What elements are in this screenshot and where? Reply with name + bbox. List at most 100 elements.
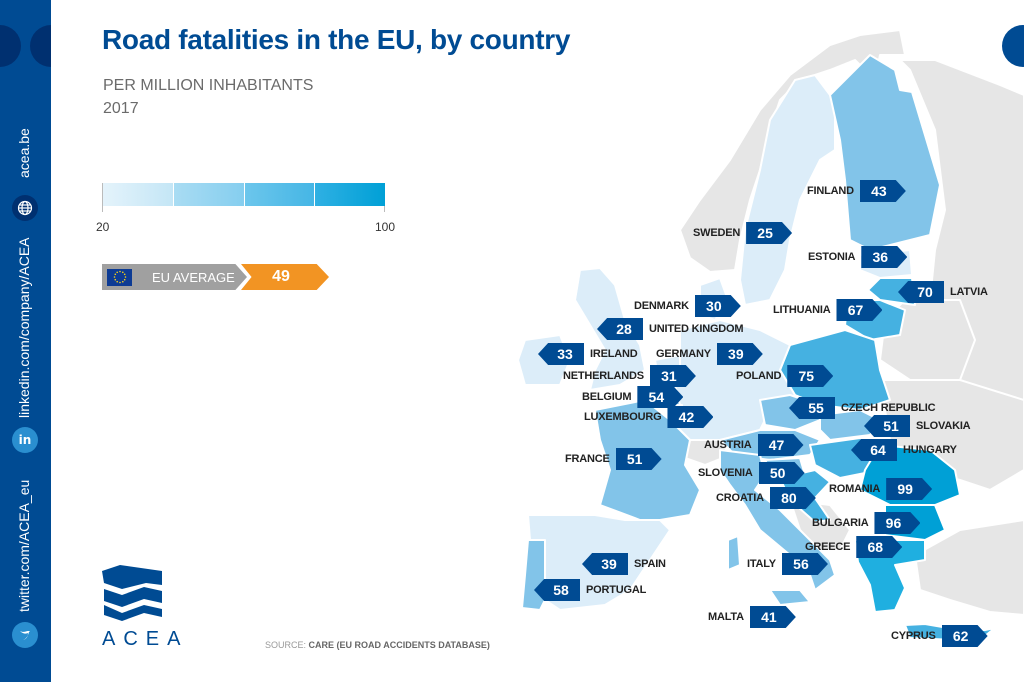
country-value-badge: 58 bbox=[534, 579, 580, 601]
country-name: DENMARK bbox=[634, 300, 689, 312]
country-value-badge: 39 bbox=[582, 553, 628, 575]
country-value-badge: 70 bbox=[898, 281, 944, 303]
decorative-dot bbox=[0, 25, 21, 67]
country-marker-italy[interactable]: ITALY 56 bbox=[747, 553, 828, 575]
country-value-badge: 51 bbox=[615, 448, 662, 470]
country-value-badge: 30 bbox=[694, 295, 741, 317]
country-value-badge: 96 bbox=[874, 512, 921, 534]
country-marker-poland[interactable]: POLAND 75 bbox=[736, 365, 834, 387]
country-marker-latvia[interactable]: 70 LATVIA bbox=[898, 281, 988, 303]
country-marker-united-kingdom[interactable]: 28 UNITED KINGDOM bbox=[597, 318, 744, 340]
color-scale-legend bbox=[102, 183, 385, 206]
twitter-link[interactable]: twitter.com/ACEA_eu bbox=[16, 479, 32, 612]
map-slovakia bbox=[819, 409, 881, 441]
country-name: AUSTRIA bbox=[704, 439, 752, 451]
map-greece bbox=[854, 539, 926, 613]
country-marker-lithuania[interactable]: LITHUANIA 67 bbox=[773, 299, 883, 321]
eu-average: EU AVERAGE 49 bbox=[102, 264, 329, 290]
legend-tick bbox=[102, 206, 103, 212]
country-marker-slovenia[interactable]: SLOVENIA 50 bbox=[698, 462, 805, 484]
country-marker-slovakia[interactable]: 51 SLOVAKIA bbox=[864, 415, 971, 437]
country-name: FINLAND bbox=[807, 185, 854, 197]
country-name: CROATIA bbox=[716, 492, 764, 504]
country-name: HUNGARY bbox=[903, 444, 957, 456]
country-name: ESTONIA bbox=[808, 251, 856, 263]
linkedin-icon[interactable]: in bbox=[12, 427, 38, 453]
country-marker-finland[interactable]: FINLAND 43 bbox=[807, 180, 906, 202]
country-marker-sweden[interactable]: SWEDEN 25 bbox=[693, 222, 793, 244]
eu-flag-icon bbox=[107, 268, 132, 286]
country-marker-hungary[interactable]: 64 HUNGARY bbox=[851, 439, 957, 461]
country-value-badge: 67 bbox=[836, 299, 883, 321]
country-marker-luxembourg[interactable]: LUXEMBOURG 42 bbox=[584, 406, 714, 428]
eu-average-value: 49 bbox=[272, 268, 290, 285]
country-name: ITALY bbox=[747, 558, 776, 570]
country-name: CYPRUS bbox=[891, 630, 936, 642]
country-value-badge: 51 bbox=[864, 415, 910, 437]
legend-segment bbox=[103, 183, 173, 206]
country-marker-portugal[interactable]: 58 PORTUGAL bbox=[534, 579, 646, 601]
country-name: GREECE bbox=[805, 541, 851, 553]
country-name: MALTA bbox=[708, 611, 744, 623]
eu-average-value-box: 49 bbox=[241, 264, 329, 290]
country-marker-estonia[interactable]: ESTONIA 36 bbox=[808, 246, 908, 268]
twitter-icon[interactable] bbox=[12, 622, 38, 648]
sidebar: acea.be linkedin.com/company/ACEA in twi… bbox=[0, 0, 51, 682]
country-marker-greece[interactable]: GREECE 68 bbox=[805, 536, 903, 558]
country-name: SPAIN bbox=[634, 558, 666, 570]
linkedin-link[interactable]: linkedin.com/company/ACEA bbox=[16, 237, 32, 418]
country-value-badge: 47 bbox=[757, 434, 804, 456]
country-marker-czech-republic[interactable]: 55 CZECH REPUBLIC bbox=[789, 397, 936, 419]
country-marker-france[interactable]: FRANCE 51 bbox=[565, 448, 662, 470]
country-name: SWEDEN bbox=[693, 227, 741, 239]
country-value-badge: 54 bbox=[637, 386, 684, 408]
country-name: BULGARIA bbox=[812, 517, 869, 529]
country-name: PORTUGAL bbox=[586, 584, 647, 596]
legend-max-label: 100 bbox=[375, 220, 396, 234]
country-value-badge: 25 bbox=[746, 222, 793, 244]
decorative-dot bbox=[30, 25, 51, 67]
page-title: Road fatalities in the EU, by country bbox=[102, 24, 571, 55]
country-value-badge: 50 bbox=[758, 462, 805, 484]
website-link[interactable]: acea.be bbox=[16, 128, 32, 178]
map-finland bbox=[829, 54, 941, 251]
country-marker-malta[interactable]: MALTA 41 bbox=[708, 606, 796, 628]
country-marker-romania[interactable]: ROMANIA 99 bbox=[829, 478, 933, 500]
country-value-badge: 36 bbox=[861, 246, 908, 268]
country-marker-cyprus[interactable]: CYPRUS 62 bbox=[891, 625, 988, 647]
country-name: CZECH REPUBLIC bbox=[841, 402, 936, 414]
country-value-badge: 80 bbox=[769, 487, 816, 509]
legend-segment bbox=[315, 183, 385, 206]
country-marker-denmark[interactable]: DENMARK 30 bbox=[634, 295, 741, 317]
legend-segment bbox=[244, 183, 315, 206]
subtitle: PER MILLION INHABITANTS bbox=[103, 77, 314, 94]
source-prefix: SOURCE: bbox=[265, 640, 307, 650]
country-value-badge: 43 bbox=[859, 180, 906, 202]
country-value-badge: 33 bbox=[538, 343, 584, 365]
country-name: SLOVAKIA bbox=[916, 420, 971, 432]
country-marker-bulgaria[interactable]: BULGARIA 96 bbox=[812, 512, 921, 534]
country-value-badge: 56 bbox=[781, 553, 828, 575]
map-sardinia bbox=[727, 535, 741, 571]
country-name: LUXEMBOURG bbox=[584, 411, 662, 423]
country-marker-ireland[interactable]: 33 IRELAND bbox=[538, 343, 638, 365]
country-value-badge: 64 bbox=[851, 439, 897, 461]
country-value-badge: 55 bbox=[789, 397, 835, 419]
country-name: LATVIA bbox=[950, 286, 988, 298]
country-name: SLOVENIA bbox=[698, 467, 753, 479]
legend-tick bbox=[384, 206, 385, 212]
acea-logo-icon bbox=[102, 565, 162, 621]
map-sicily bbox=[769, 589, 811, 606]
country-marker-germany[interactable]: GERMANY 39 bbox=[656, 343, 763, 365]
globe-icon[interactable] bbox=[12, 195, 38, 221]
country-marker-croatia[interactable]: CROATIA 80 bbox=[716, 487, 816, 509]
country-marker-spain[interactable]: 39 SPAIN bbox=[582, 553, 666, 575]
country-marker-netherlands[interactable]: NETHERLANDS 31 bbox=[563, 365, 696, 387]
country-value-badge: 62 bbox=[941, 625, 988, 647]
map-latvia bbox=[867, 277, 916, 306]
country-marker-belgium[interactable]: BELGIUM 54 bbox=[582, 386, 684, 408]
country-name: IRELAND bbox=[590, 348, 638, 360]
country-value-badge: 41 bbox=[749, 606, 796, 628]
country-marker-austria[interactable]: AUSTRIA 47 bbox=[704, 434, 804, 456]
eu-average-label: EU AVERAGE bbox=[152, 269, 235, 285]
